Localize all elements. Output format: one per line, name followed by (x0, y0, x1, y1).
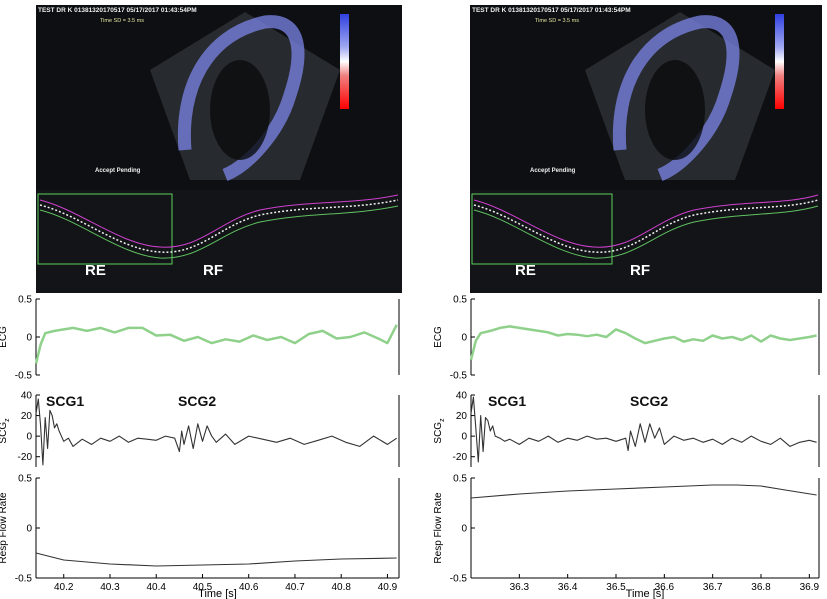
y-tick-label: 20 (456, 411, 468, 422)
y-axis-label: Resp Flow Rate (433, 492, 444, 564)
y-tick-label: 0.5 (453, 474, 467, 485)
y-tick-label: -0.5 (15, 371, 33, 382)
echo-header-text: TEST DR K 01381320170517 05/17/2017 01:4… (38, 7, 197, 14)
y-tick-label: -20 (18, 452, 33, 463)
strain-curve-panel (470, 192, 822, 293)
color-scale-bar (340, 14, 349, 109)
x-tick-label: 36.8 (751, 582, 771, 593)
myocardium-overlay (177, 15, 305, 182)
series-line (35, 398, 398, 466)
y-tick-label: -0.5 (15, 574, 33, 585)
x-axis-label: Time [s] (198, 588, 237, 599)
y-axis-label: ECG (0, 326, 9, 348)
myocardium-overlay (612, 15, 740, 182)
series-line (34, 324, 398, 364)
annotation-scg1: SCG1 (488, 393, 526, 409)
strain-label-re: RE (85, 262, 106, 279)
echo-image-right: TEST DR K 01381320170517 05/17/2017 01:4… (470, 5, 822, 293)
y-tick-label: 0.5 (18, 474, 32, 485)
signal-charts: 0.5 0 -0.5 ECG 40 20 0 -20 SCGz SCG1 SCG2 0.5 0 -0.5 R… (0, 295, 820, 599)
annotation-scg2: SCG2 (178, 393, 216, 409)
x-tick-label: 40.2 (54, 582, 74, 593)
y-axis-label: ECG (433, 326, 444, 348)
x-tick-label: 36.4 (558, 582, 578, 593)
annotation-scg1: SCG1 (46, 393, 84, 409)
y-tick-label: 0 (461, 333, 467, 344)
series-line (470, 484, 817, 499)
y-tick-label: 0.5 (453, 295, 467, 306)
subplot-1: 40 20 0 -20 SCGz SCG1 SCG2 (433, 391, 820, 467)
y-tick-label: 0 (26, 524, 32, 535)
x-tick-label: 36.3 (510, 582, 530, 593)
echo-header-text: TEST DR K 01381320170517 05/17/2017 01:4… (472, 7, 631, 14)
strain-curve-2 (473, 205, 819, 259)
series-line (470, 396, 817, 463)
x-tick-label: 36.9 (800, 582, 820, 593)
chart-panel-right: 0.5 0 -0.5 ECG 40 20 0 -20 SCGz SCG1 SCG2 0.5 0 -0.5 R… (433, 295, 820, 599)
time-sd-text: Time SD = 3.5 ms (535, 18, 579, 24)
y-tick-label: 0 (26, 333, 32, 344)
y-tick-label: 40 (21, 391, 33, 402)
y-tick-label: -0.5 (450, 371, 468, 382)
subplot-2: 0.5 0 -0.5 Resp Flow Rate (433, 474, 820, 585)
accept-pending-text: Accept Pending (530, 168, 576, 174)
y-tick-label: 0 (26, 432, 32, 443)
annotation-scg2: SCG2 (630, 393, 668, 409)
y-tick-label: 40 (456, 391, 468, 402)
strain-curve-1 (39, 194, 399, 248)
series-line (469, 325, 817, 361)
accept-pending-text: Accept Pending (95, 168, 141, 174)
y-tick-label: 20 (21, 411, 33, 422)
x-tick-label: 40.3 (100, 582, 120, 593)
strain-curve-1 (473, 194, 819, 248)
subplot-0: 0.5 0 -0.5 ECG (433, 295, 820, 382)
y-tick-label: 0.5 (18, 295, 32, 306)
strain-highlight-box (471, 193, 613, 265)
strain-curve-panel (36, 192, 402, 293)
subplot-0: 0.5 0 -0.5 ECG (0, 295, 400, 382)
strain-curve-avg (39, 199, 399, 253)
time-sd-text: Time SD = 3.5 ms (100, 18, 144, 24)
subplot-2: 0.5 0 -0.5 Resp Flow Rate (0, 474, 400, 585)
y-tick-label: -20 (453, 452, 468, 463)
y-tick-label: 0 (461, 432, 467, 443)
subplot-1: 40 20 0 -20 SCGz SCG1 SCG2 (0, 391, 400, 467)
x-tick-label: 40.8 (331, 582, 351, 593)
chart-panel-left: 0.5 0 -0.5 ECG 40 20 0 -20 SCGz SCG1 SCG2 0.5 0 -0.5 R… (0, 295, 400, 599)
x-tick-label: 36.7 (703, 582, 723, 593)
color-scale-bar (775, 14, 784, 109)
y-tick-label: -0.5 (450, 574, 468, 585)
strain-highlight-box (37, 193, 173, 265)
x-tick-label: 40.4 (146, 582, 166, 593)
x-tick-label: 40.9 (378, 582, 398, 593)
x-tick-label: 40.6 (239, 582, 259, 593)
y-axis-label: SCGz (433, 418, 446, 444)
x-tick-label: 40.7 (285, 582, 305, 593)
strain-label-rf: RF (203, 262, 223, 279)
x-tick-label: 36.5 (606, 582, 626, 593)
strain-label-re: RE (515, 262, 536, 279)
x-tick-label: 40.5 (193, 582, 213, 593)
strain-curve-2 (39, 205, 399, 259)
y-axis-label: SCGz (0, 418, 11, 444)
x-axis-label: Time [s] (626, 588, 665, 599)
lv-cavity (210, 60, 270, 160)
echo-image-left: TEST DR K 01381320170517 05/17/2017 01:4… (36, 5, 402, 293)
y-tick-label: 0 (461, 524, 467, 535)
y-axis-label: Resp Flow Rate (0, 492, 9, 564)
x-tick-label: 36.6 (655, 582, 675, 593)
strain-label-rf: RF (630, 262, 650, 279)
lv-cavity (645, 60, 705, 160)
series-line (35, 552, 397, 567)
